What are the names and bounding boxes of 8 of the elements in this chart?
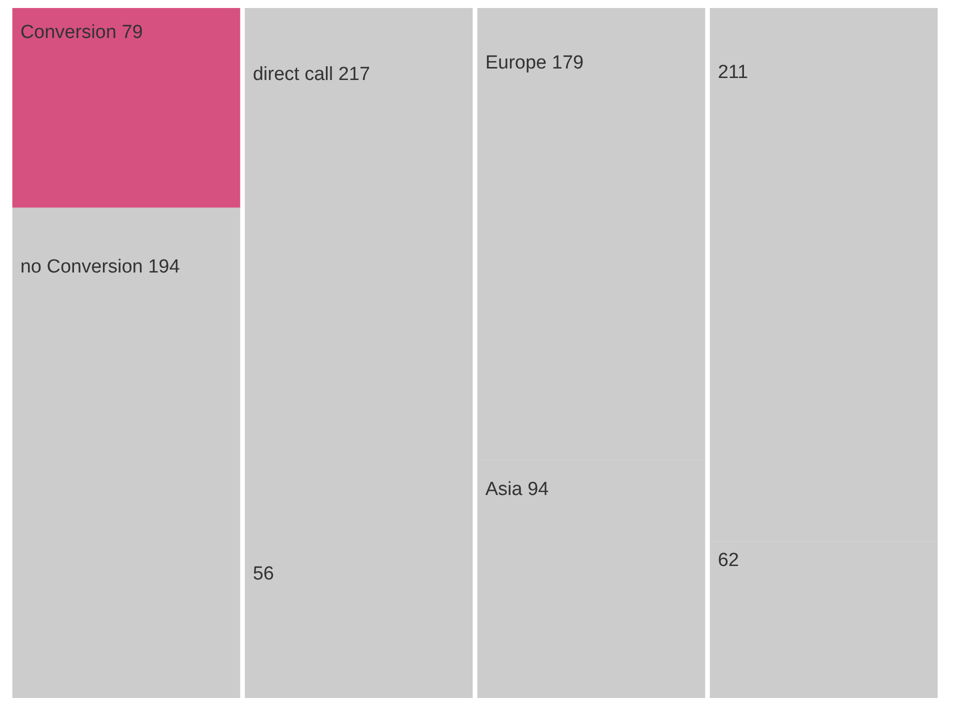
data-label: 211 (718, 62, 748, 83)
data-label: Asia 94 (485, 478, 550, 500)
data-label: Europe 179 (485, 52, 584, 74)
data-label: 56 (252, 563, 274, 584)
data-label: Conversion 79 (20, 22, 143, 43)
data-label: no Conversion 194 (20, 256, 180, 278)
data-label: 62 (718, 550, 739, 572)
data-label: direct call 217 (252, 64, 370, 85)
